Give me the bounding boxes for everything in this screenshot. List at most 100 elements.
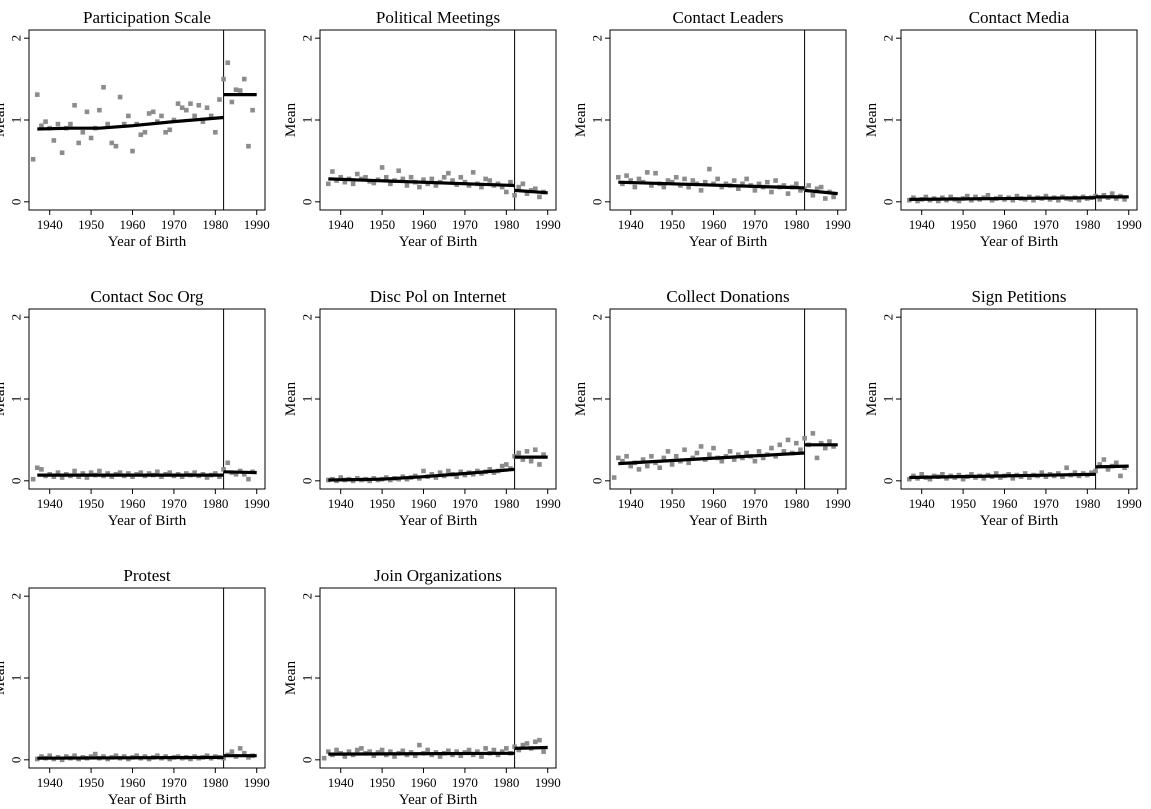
data-point: [1101, 457, 1107, 462]
x-tick-label: 1950: [78, 775, 104, 790]
data-point: [1014, 193, 1020, 199]
data-point: [1056, 197, 1061, 203]
data-point: [802, 186, 807, 192]
x-tick-label: 1970: [161, 775, 187, 790]
data-point: [421, 177, 426, 183]
data-point: [217, 97, 222, 102]
data-points: [611, 431, 836, 480]
data-point: [785, 191, 791, 196]
data-point: [241, 750, 247, 756]
fit-line-before-cutoff: [328, 177, 515, 188]
plot-frame: [28, 29, 266, 211]
fit-line-before-cutoff: [328, 751, 515, 756]
data-point: [628, 178, 634, 183]
data-point: [76, 474, 81, 480]
x-axis-label: Year of Birth: [689, 234, 768, 250]
data-point: [781, 449, 787, 454]
panel-contact-leaders: Contact Leaders 0 1 2 1940 1950 1960 1970 1980 19…: [573, 8, 851, 250]
x-tick-label: 1980: [1074, 217, 1100, 232]
y-tick-label: 2: [590, 35, 605, 42]
data-point: [504, 746, 509, 751]
data-point: [499, 749, 505, 754]
data-point: [682, 176, 687, 182]
data-point: [241, 76, 247, 82]
panel-title: Contact Soc Org: [90, 287, 204, 306]
data-point: [537, 194, 542, 200]
data-point: [225, 460, 231, 466]
data-point: [475, 749, 480, 754]
data-point: [237, 746, 243, 751]
data-point: [371, 753, 377, 759]
data-point: [731, 457, 737, 462]
data-point: [969, 471, 974, 477]
data-point: [159, 474, 164, 480]
data-point: [781, 183, 787, 188]
data-points: [30, 60, 255, 162]
data-point: [84, 109, 90, 115]
data-point: [919, 471, 925, 477]
fit-line-before-cutoff: [618, 180, 805, 190]
data-point: [59, 475, 65, 480]
data-point: [520, 181, 526, 187]
data-point: [383, 174, 389, 180]
data-point: [126, 471, 131, 476]
x-tick-label: 1950: [659, 217, 685, 232]
data-point: [200, 119, 206, 124]
data-point: [964, 193, 970, 199]
fit-line-before-cutoff: [37, 115, 224, 131]
data-point: [396, 168, 401, 174]
data-point: [146, 471, 152, 476]
data-point: [698, 188, 704, 193]
data-point: [814, 186, 820, 192]
panel-title: Contact Leaders: [673, 8, 784, 27]
data-point: [246, 476, 251, 482]
x-tick-label: 1940: [328, 775, 354, 790]
data-point: [935, 198, 941, 204]
x-tick-label: 1970: [742, 217, 768, 232]
y-axis-label: Mean: [573, 381, 589, 416]
data-point: [769, 189, 774, 195]
data-point: [682, 447, 687, 453]
panel-political-meetings: Political Meetings 0 1 2 1940 1950 1960 1970 198…: [283, 8, 561, 250]
fit-line-after-cutoff: [223, 470, 257, 475]
data-point: [981, 476, 987, 481]
data-point: [233, 87, 239, 93]
data-point: [927, 476, 933, 482]
x-tick-label: 1950: [369, 775, 395, 790]
data-point: [208, 113, 214, 119]
data-point: [363, 174, 368, 180]
data-point: [388, 181, 393, 187]
data-point: [532, 447, 538, 453]
data-point: [483, 746, 488, 751]
y-tick-label: 0: [300, 478, 315, 485]
data-point: [1093, 193, 1098, 199]
data-point: [620, 458, 625, 464]
x-tick-label: 1990: [1116, 217, 1142, 232]
x-tick-label: 1950: [659, 496, 685, 511]
panel-sign-petitions: Sign Petitions 0 1 2 1940 1950 1960 1970 1980 199…: [864, 287, 1142, 529]
x-tick-label: 1950: [369, 217, 395, 232]
data-point: [537, 737, 542, 743]
data-point: [454, 474, 459, 480]
data-point: [334, 747, 339, 753]
y-tick-label: 2: [9, 314, 24, 321]
panel-title: Contact Media: [969, 8, 1070, 27]
data-point: [130, 148, 135, 154]
data-point: [798, 188, 803, 193]
data-point: [698, 444, 704, 449]
data-point: [204, 475, 210, 480]
y-tick-label: 1: [300, 117, 315, 124]
data-point: [769, 445, 774, 451]
data-point: [960, 476, 966, 482]
data-point: [34, 465, 40, 471]
data-point: [192, 113, 197, 119]
data-point: [636, 176, 642, 182]
data-point: [1097, 197, 1103, 202]
data-point: [437, 754, 443, 759]
data-point: [34, 92, 40, 97]
data-point: [92, 751, 98, 757]
data-point: [940, 471, 945, 477]
data-point: [773, 178, 778, 183]
y-tick-label: 2: [300, 314, 315, 321]
data-point: [669, 462, 675, 467]
